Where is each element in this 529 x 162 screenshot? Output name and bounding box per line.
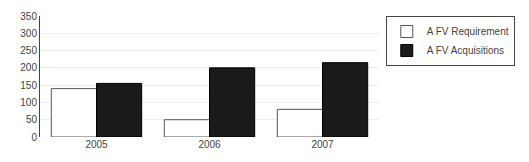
svg-text:300: 300	[20, 28, 37, 39]
svg-text:2007: 2007	[311, 139, 334, 150]
svg-text:A FV Requirement: A FV Requirement	[427, 26, 509, 37]
svg-text:0: 0	[31, 132, 37, 143]
svg-text:150: 150	[20, 80, 37, 91]
svg-text:50: 50	[26, 114, 38, 125]
svg-text:250: 250	[20, 45, 37, 56]
svg-text:2006: 2006	[198, 139, 221, 150]
svg-text:2005: 2005	[85, 139, 108, 150]
svg-text:A FV Acquisitions: A FV Acquisitions	[427, 45, 504, 56]
svg-text:350: 350	[20, 11, 37, 22]
svg-text:100: 100	[20, 97, 37, 108]
svg-text:200: 200	[20, 62, 37, 73]
